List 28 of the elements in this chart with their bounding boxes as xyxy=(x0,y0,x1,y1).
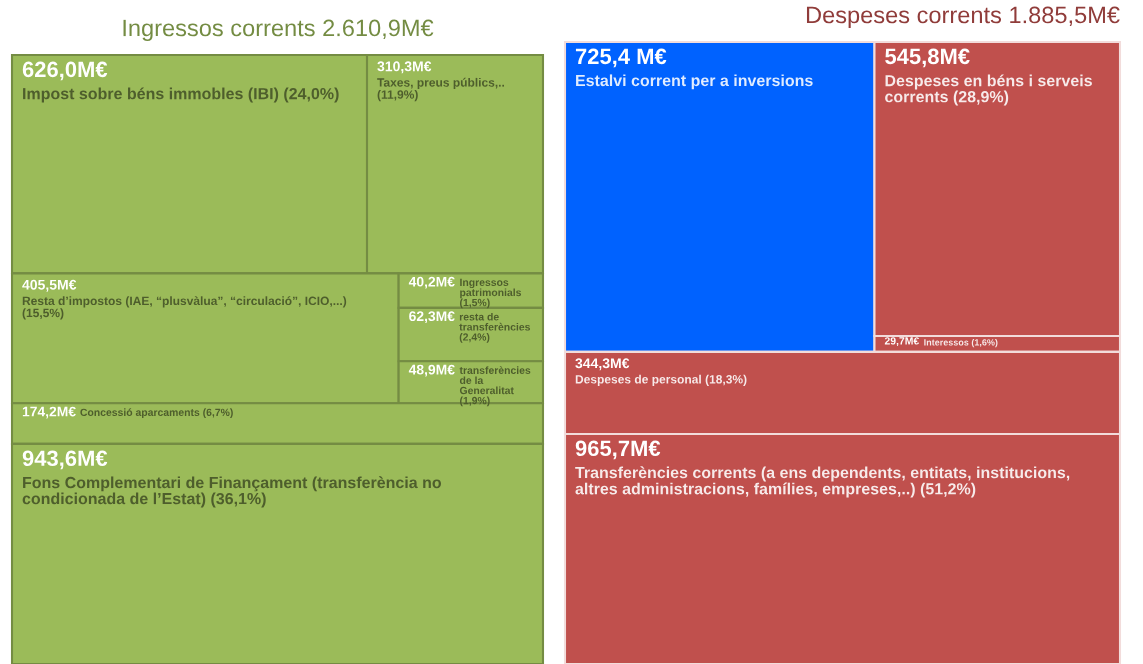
category-label: Despeses de personal (18,3%) xyxy=(575,374,747,386)
category-label: Concessió aparcaments (6,7%) xyxy=(80,408,233,419)
category-label: Taxes, preus públics,.. (11,9%) xyxy=(377,77,505,102)
data-label: 40,2M€ xyxy=(408,276,455,289)
category-label: Resta d’impostos (IAE, “plusvàlua”, “circulació”, ICIO,...) (15,5%) xyxy=(22,296,347,320)
category-label: transferències de la Generalitat (1,9%) xyxy=(459,366,531,407)
data-label: 29,7M€ xyxy=(884,337,920,347)
data-label: 965,7M€ xyxy=(575,440,661,460)
data-label: 174,2M€ xyxy=(22,406,76,419)
category-label: Despeses en béns i serveis corrents (28,9%) xyxy=(885,74,1092,106)
text: Despeses corrents 1.885,5M€ xyxy=(806,6,1120,28)
text: Ingressos corrents 2.610,9M€ xyxy=(123,19,434,41)
data-label: 943,6M€ xyxy=(22,450,108,470)
category-label: Fons Complementari de Finançament (transferència no condicionada de l’Estat) (36,1%) xyxy=(22,476,442,508)
category-label: Transferències corrents (a ens dependents, entitats, institucions, altres administracions, famílies, empreses,..) (51,2%) xyxy=(575,466,1070,498)
data-label: 725,4 M€ xyxy=(575,48,667,68)
data-label: 62,3M€ xyxy=(409,311,455,324)
category-label: Interessos (1,6%) xyxy=(924,338,998,348)
data-label: 310,3M€ xyxy=(377,61,432,74)
data-label: 48,9M€ xyxy=(408,364,455,377)
category-label: Impost sobre béns immobles (IBI) (24,0%) xyxy=(23,87,339,103)
data-label: 626,0M€ xyxy=(22,61,108,81)
data-label: 545,8M€ xyxy=(885,48,970,68)
category-label: Ingressos patrimonials (1,5%) xyxy=(460,278,522,309)
data-label: 344,3M€ xyxy=(575,358,630,371)
data-label: 405,5M€ xyxy=(22,279,77,292)
category-label: resta de transferències (2,4%) xyxy=(459,312,531,343)
category-label: Estalvi corrent per a inversions xyxy=(576,74,813,90)
